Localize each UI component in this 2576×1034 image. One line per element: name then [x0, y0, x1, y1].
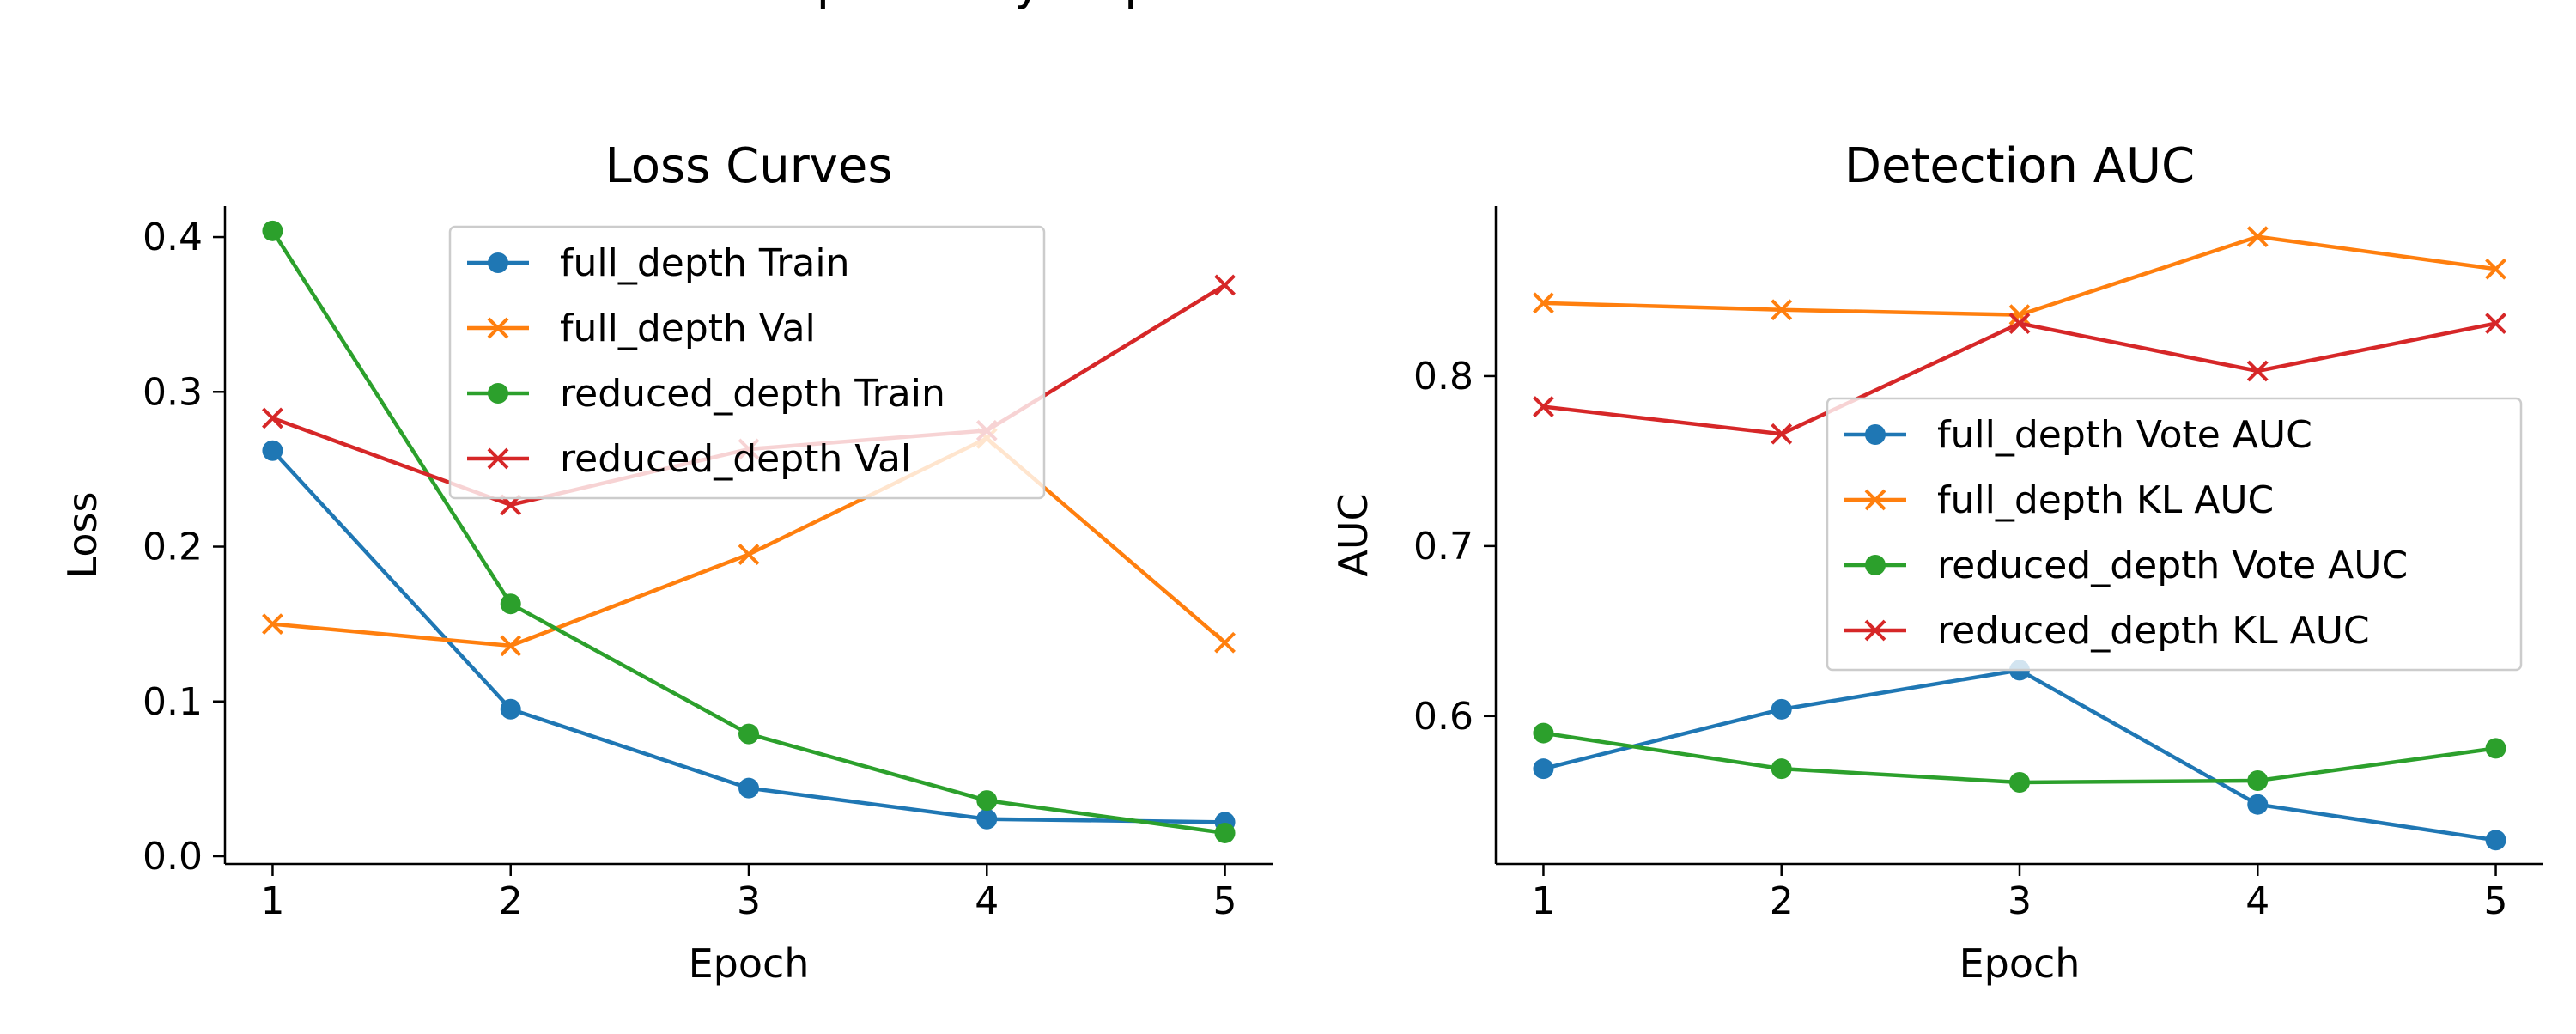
data-point	[2009, 771, 2030, 793]
y-tick-label: 0.7	[1413, 525, 1473, 569]
legend-label: reduced_depth KL AUC	[1937, 609, 2370, 653]
y-tick-label: 0.4	[143, 216, 203, 259]
x-tick-label: 4	[975, 879, 999, 923]
legend-marker	[487, 317, 509, 339]
legend-label: reduced_depth Val	[560, 437, 911, 481]
data-point	[262, 613, 283, 636]
legend-item: full_depth Train	[467, 241, 849, 285]
data-point	[738, 723, 759, 745]
y-axis-label: AUC	[1330, 493, 1376, 576]
data-point	[1533, 722, 1554, 744]
data-point	[2485, 738, 2506, 759]
data-point	[1771, 299, 1793, 321]
data-point	[262, 407, 283, 429]
series-reduced-depth-vote-auc	[1533, 722, 2506, 793]
chart-title: Loss Curves	[605, 138, 892, 194]
y-axis-label: Loss	[59, 492, 106, 579]
series-reduced-depth-train	[262, 220, 1236, 843]
y-tick-label: 0.6	[1413, 695, 1473, 739]
series-line	[1543, 234, 2496, 317]
legend-item: reduced_depth Val	[467, 437, 911, 481]
data-point	[2485, 830, 2506, 851]
data-point	[1771, 698, 1792, 720]
data-point	[262, 220, 283, 241]
x-tick-label: 5	[1213, 879, 1237, 923]
data-point	[2247, 794, 2269, 815]
x-tick-label: 3	[737, 879, 761, 923]
x-tick-label: 1	[1531, 879, 1555, 923]
legend-item: reduced_depth Vote AUC	[1844, 544, 2408, 587]
legend-item: full_depth Vote AUC	[1844, 413, 2312, 457]
data-point	[500, 593, 521, 615]
data-point	[976, 790, 998, 812]
y-tick-label: 0.2	[143, 526, 203, 569]
x-tick-label: 1	[260, 879, 284, 923]
legend-marker	[1865, 555, 1886, 575]
data-point	[262, 440, 283, 461]
legend-marker	[1864, 619, 1886, 642]
series-full-depth-kl-auc	[1533, 226, 2506, 326]
x-tick-label: 5	[2484, 879, 2508, 923]
data-point	[1771, 423, 1793, 445]
data-point	[2246, 226, 2269, 248]
legend-item: reduced_depth KL AUC	[1844, 609, 2370, 653]
x-tick-label: 4	[2245, 879, 2269, 923]
data-point	[1533, 758, 1554, 780]
legend-marker	[1864, 489, 1886, 511]
y-tick-label: 0.0	[143, 835, 203, 879]
chart-panel-2: 1 2 3 4 5 0.6 0.7 0.8 Detection AUC Epoch AUC full_…	[1330, 138, 2543, 987]
legend-frame	[1826, 397, 2523, 672]
y-tick-label: 0.1	[143, 680, 203, 724]
legend-label: reduced_depth Train	[560, 372, 945, 416]
x-tick-label: 3	[2008, 879, 2032, 923]
legend-marker	[487, 447, 509, 470]
x-axis-label: Epoch	[689, 940, 810, 987]
legend-label: full_depth KL AUC	[1937, 478, 2274, 522]
figure-title: Telp Polarity Depth Ablation: Full vs Re…	[0, 0, 2576, 11]
data-point	[1533, 292, 1554, 314]
data-point	[2485, 313, 2506, 334]
y-tick-label: 0.8	[1413, 355, 1473, 398]
legend-label: reduced_depth Vote AUC	[1937, 544, 2408, 587]
y-tick-label: 0.3	[143, 370, 203, 414]
data-point	[1771, 758, 1792, 780]
data-point	[738, 544, 760, 565]
data-point	[2008, 313, 2031, 334]
data-point	[1533, 396, 1554, 417]
series-reduced-depth-kl-auc	[1533, 313, 2506, 445]
data-point	[500, 698, 521, 720]
data-point	[1214, 274, 1236, 296]
legend-marker	[1865, 424, 1886, 445]
x-axis-label: Epoch	[1959, 940, 2081, 987]
data-point	[976, 808, 998, 830]
x-tick-label: 2	[1770, 879, 1794, 923]
legend-item: reduced_depth Train	[467, 372, 945, 416]
data-point	[500, 635, 522, 657]
data-point	[2008, 304, 2031, 326]
legend-marker	[488, 383, 508, 404]
data-point	[2246, 360, 2269, 382]
x-tick-label: 2	[499, 879, 523, 923]
data-point	[738, 777, 759, 799]
legend-item: full_depth KL AUC	[1844, 478, 2274, 522]
legend-label: full_depth Val	[560, 307, 816, 350]
chart-title: Detection AUC	[1844, 138, 2195, 194]
data-point	[1214, 822, 1236, 843]
series-full-depth-train	[262, 440, 1236, 833]
data-point	[2485, 258, 2506, 280]
legend-label: full_depth Vote AUC	[1937, 413, 2312, 457]
legend-item: full_depth Val	[467, 307, 816, 350]
legend: full_depth Vote AUC full_depth KL AUC redu…	[1826, 397, 2523, 672]
legend-label: full_depth Train	[560, 241, 849, 285]
data-point	[2247, 770, 2269, 792]
legend: full_depth Train full_depth Val reduced_de…	[448, 225, 1046, 500]
data-point	[1214, 631, 1236, 654]
legend-marker	[488, 252, 508, 273]
legend-frame	[448, 225, 1046, 500]
chart-panel-1: 1 2 3 4 5 0.0 0.1 0.2 0.3 0.4 Loss Curves Epoch Loss…	[59, 138, 1273, 987]
